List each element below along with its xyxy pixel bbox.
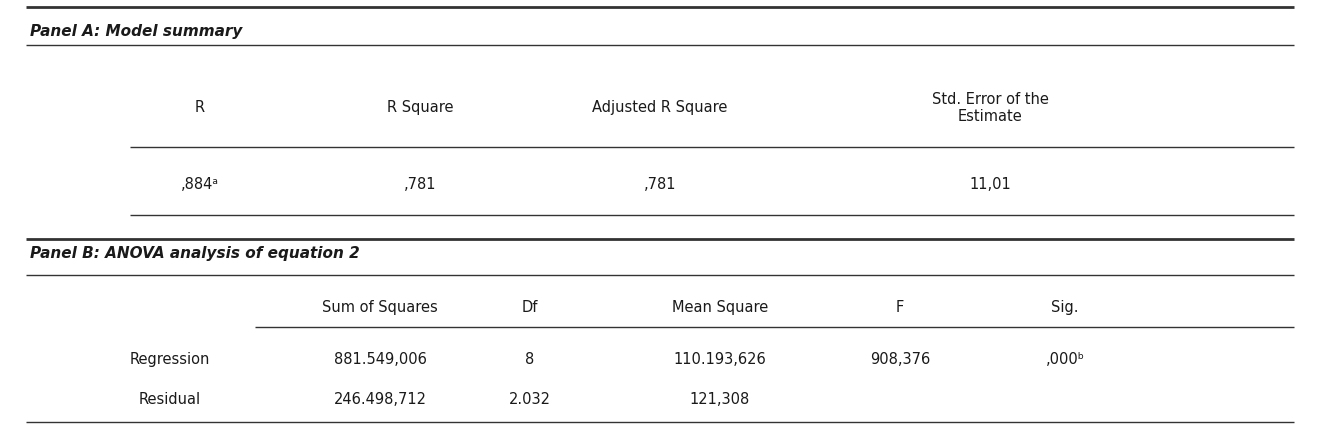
Text: Sum of Squares: Sum of Squares bbox=[322, 300, 438, 315]
Text: 121,308: 121,308 bbox=[690, 392, 750, 406]
Text: R Square: R Square bbox=[387, 100, 453, 115]
Text: Std. Error of the
Estimate: Std. Error of the Estimate bbox=[932, 92, 1048, 124]
Text: 246.498,712: 246.498,712 bbox=[334, 392, 426, 406]
Text: 908,376: 908,376 bbox=[870, 352, 931, 367]
Text: Adjusted R Square: Adjusted R Square bbox=[593, 100, 727, 115]
Text: ,781: ,781 bbox=[644, 177, 676, 192]
Text: F: F bbox=[896, 300, 904, 315]
Text: 881.549,006: 881.549,006 bbox=[334, 352, 426, 367]
Text: R: R bbox=[195, 100, 205, 115]
Text: ,781: ,781 bbox=[404, 177, 436, 192]
Text: Panel A: Model summary: Panel A: Model summary bbox=[30, 24, 243, 39]
Text: ,884ᵃ: ,884ᵃ bbox=[181, 177, 219, 192]
Text: Panel B: ANOVA analysis of equation 2: Panel B: ANOVA analysis of equation 2 bbox=[30, 246, 360, 261]
Text: ,000ᵇ: ,000ᵇ bbox=[1045, 352, 1085, 367]
Text: Df: Df bbox=[521, 300, 539, 315]
Text: 2.032: 2.032 bbox=[510, 392, 550, 406]
Text: Regression: Regression bbox=[129, 352, 210, 367]
Text: 8: 8 bbox=[525, 352, 535, 367]
Text: 110.193,626: 110.193,626 bbox=[673, 352, 767, 367]
Text: Mean Square: Mean Square bbox=[672, 300, 768, 315]
Text: Residual: Residual bbox=[139, 392, 201, 406]
Text: Sig.: Sig. bbox=[1051, 300, 1078, 315]
Text: 11,01: 11,01 bbox=[969, 177, 1011, 192]
